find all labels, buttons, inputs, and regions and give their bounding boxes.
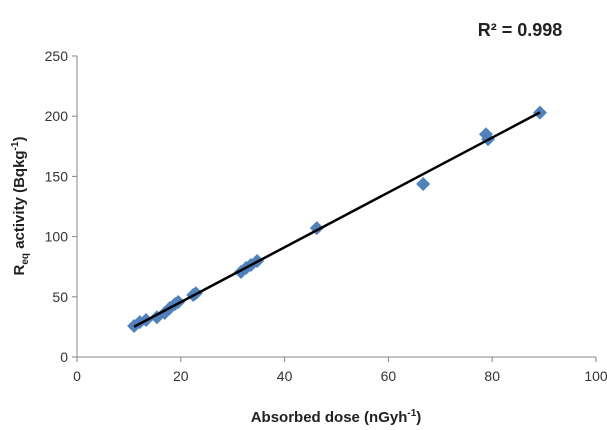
x-label-end: ): [416, 409, 421, 426]
trendline: [133, 111, 541, 328]
data-point: [416, 176, 431, 191]
x-tick-label: 0: [73, 368, 81, 384]
y-tick-label: 250: [45, 48, 69, 64]
y-label-sub: eq: [20, 253, 31, 265]
y-tick-label: 0: [60, 349, 68, 365]
x-tick-label: 100: [584, 368, 607, 384]
y-tick-label: 150: [45, 168, 69, 184]
r-squared: R² = 0.998: [478, 20, 563, 40]
x-tick-label: 20: [173, 368, 189, 384]
y-tick-label: 200: [45, 108, 69, 124]
y-axis-label: Req activity (Bqkg-1): [10, 137, 31, 276]
x-tick-label: 80: [484, 368, 500, 384]
y-tick-label: 50: [52, 289, 68, 305]
y-label-text: activity (Bqkg: [11, 150, 28, 253]
y-label-r: R: [11, 264, 28, 275]
x-label-sup: -1: [407, 408, 416, 419]
x-tick-label: 60: [381, 368, 397, 384]
y-tick-label: 100: [45, 229, 69, 245]
x-axis-label: Absorbed dose (nGyh-1): [251, 408, 422, 426]
y-label-sup: -1: [10, 141, 21, 150]
x-tick-label: 40: [277, 368, 293, 384]
x-label-text: Absorbed dose (nGyh: [251, 409, 408, 426]
y-label-end: ): [11, 137, 28, 142]
